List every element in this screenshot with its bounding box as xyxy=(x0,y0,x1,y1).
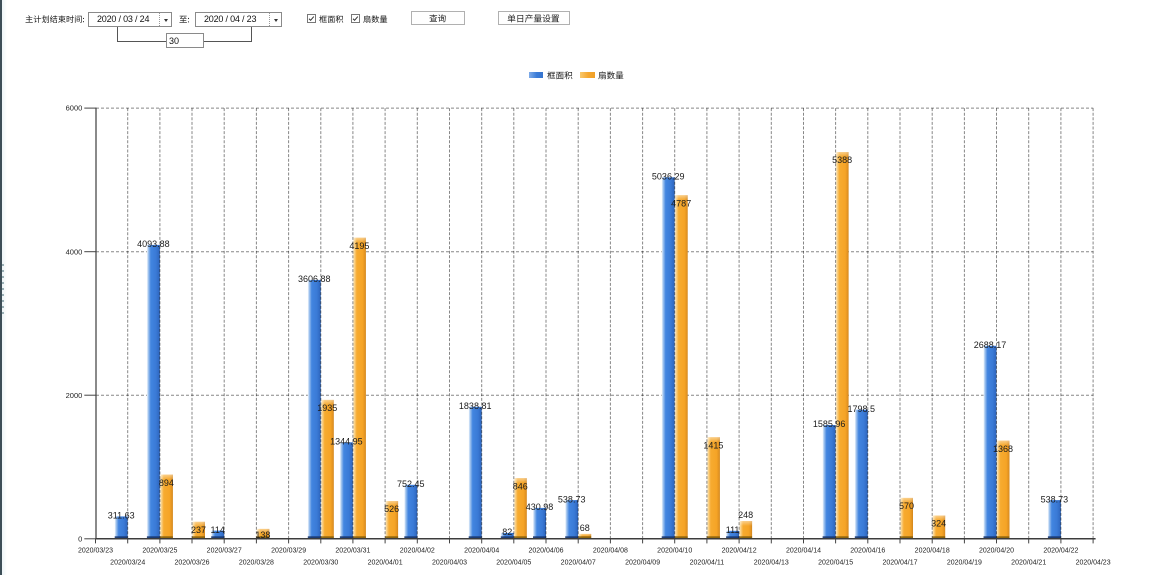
svg-text:2020/03/30: 2020/03/30 xyxy=(303,560,338,567)
svg-text:2020/04/12: 2020/04/12 xyxy=(722,547,757,554)
svg-text:2688.17: 2688.17 xyxy=(974,340,1007,350)
svg-text:5388: 5388 xyxy=(832,155,852,165)
svg-text:1585.96: 1585.96 xyxy=(813,419,846,429)
svg-text:2020/04/07: 2020/04/07 xyxy=(561,560,596,567)
svg-text:2020/03/31: 2020/03/31 xyxy=(335,547,370,554)
svg-text:1344.95: 1344.95 xyxy=(330,437,363,447)
svg-text:3606.88: 3606.88 xyxy=(298,274,331,284)
svg-text:2020/04/03: 2020/04/03 xyxy=(432,560,467,567)
svg-text:2020/04/10: 2020/04/10 xyxy=(657,547,692,554)
svg-text:2020/04/13: 2020/04/13 xyxy=(754,560,789,567)
svg-text:2020/04/22: 2020/04/22 xyxy=(1043,547,1078,554)
svg-text:2020/04/01: 2020/04/01 xyxy=(368,560,403,567)
svg-text:82: 82 xyxy=(502,527,512,537)
svg-text:2020/03/26: 2020/03/26 xyxy=(174,560,209,567)
svg-text:2020/04/15: 2020/04/15 xyxy=(818,560,853,567)
svg-text:111: 111 xyxy=(726,525,740,535)
svg-text:2020/04/02: 2020/04/02 xyxy=(400,547,435,554)
svg-text:138: 138 xyxy=(255,530,270,540)
svg-text:68: 68 xyxy=(580,523,590,533)
svg-text:2020/04/18: 2020/04/18 xyxy=(915,547,950,554)
svg-text:526: 526 xyxy=(384,504,399,514)
svg-text:324: 324 xyxy=(931,519,946,529)
svg-text:2020/04/21: 2020/04/21 xyxy=(1011,560,1046,567)
svg-text:894: 894 xyxy=(159,478,174,488)
svg-text:430.98: 430.98 xyxy=(526,502,554,512)
svg-text:2020/04/23: 2020/04/23 xyxy=(1076,560,1111,567)
svg-text:2020/04/11: 2020/04/11 xyxy=(690,560,725,567)
svg-text:2020/04/16: 2020/04/16 xyxy=(850,547,885,554)
svg-text:1415: 1415 xyxy=(703,440,723,450)
svg-text:4000: 4000 xyxy=(66,247,83,256)
svg-text:2020/04/20: 2020/04/20 xyxy=(979,547,1014,554)
svg-text:4195: 4195 xyxy=(349,241,369,251)
svg-text:0: 0 xyxy=(78,534,82,543)
svg-text:2020/04/17: 2020/04/17 xyxy=(882,560,917,567)
svg-text:4093.88: 4093.88 xyxy=(137,239,170,249)
svg-text:752.45: 752.45 xyxy=(397,479,425,489)
svg-text:538.73: 538.73 xyxy=(558,494,586,504)
svg-text:1935: 1935 xyxy=(317,403,337,413)
svg-text:2020/04/06: 2020/04/06 xyxy=(528,547,563,554)
svg-text:1368: 1368 xyxy=(993,444,1013,454)
svg-text:2020/04/05: 2020/04/05 xyxy=(496,560,531,567)
svg-text:2020/03/25: 2020/03/25 xyxy=(142,547,177,554)
svg-text:846: 846 xyxy=(513,481,528,491)
svg-text:2020/04/19: 2020/04/19 xyxy=(947,560,982,567)
svg-text:2020/03/23: 2020/03/23 xyxy=(78,547,113,554)
svg-text:6000: 6000 xyxy=(66,104,83,113)
svg-text:2020/03/24: 2020/03/24 xyxy=(110,560,145,567)
svg-text:5036.29: 5036.29 xyxy=(652,172,685,182)
svg-text:237: 237 xyxy=(191,525,206,535)
svg-text:2020/04/04: 2020/04/04 xyxy=(464,547,499,554)
svg-text:1838.81: 1838.81 xyxy=(459,401,492,411)
svg-text:4787: 4787 xyxy=(671,198,691,208)
svg-text:2020/03/29: 2020/03/29 xyxy=(271,547,306,554)
svg-text:311.63: 311.63 xyxy=(108,511,135,521)
svg-text:570: 570 xyxy=(899,501,914,511)
svg-text:248: 248 xyxy=(738,510,753,520)
svg-text:2020/04/08: 2020/04/08 xyxy=(593,547,628,554)
svg-text:1798.5: 1798.5 xyxy=(848,404,876,414)
svg-text:2020/03/27: 2020/03/27 xyxy=(207,547,242,554)
svg-text:114: 114 xyxy=(211,525,225,535)
svg-text:2000: 2000 xyxy=(66,391,83,400)
svg-text:538.73: 538.73 xyxy=(1041,494,1069,504)
svg-text:2020/04/09: 2020/04/09 xyxy=(625,560,660,567)
svg-text:2020/04/14: 2020/04/14 xyxy=(786,547,821,554)
svg-text:2020/03/28: 2020/03/28 xyxy=(239,560,274,567)
